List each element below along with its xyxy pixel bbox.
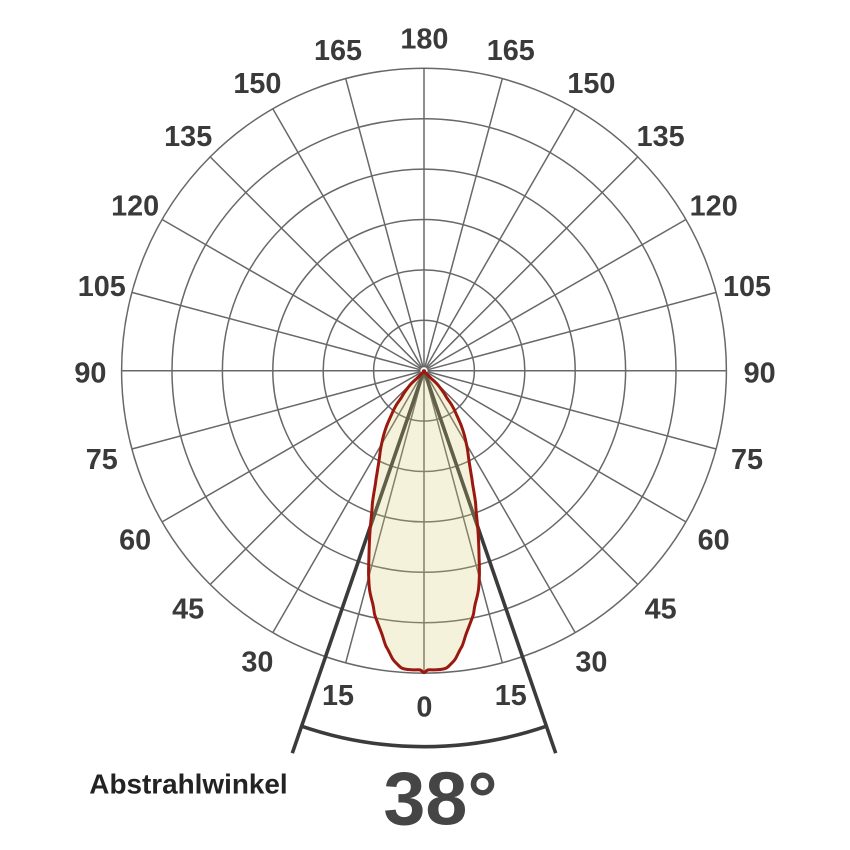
svg-text:15: 15 [322,680,354,712]
svg-text:105: 105 [78,271,126,303]
svg-text:45: 45 [645,594,677,626]
svg-text:120: 120 [111,190,159,222]
svg-text:135: 135 [164,121,212,153]
svg-text:30: 30 [575,647,607,679]
svg-text:60: 60 [698,524,730,556]
svg-text:165: 165 [314,35,362,67]
svg-text:75: 75 [86,444,118,476]
svg-text:165: 165 [487,35,535,67]
svg-text:15: 15 [495,680,527,712]
svg-text:0: 0 [416,691,432,723]
svg-text:135: 135 [637,121,685,153]
svg-text:75: 75 [731,444,763,476]
svg-text:60: 60 [119,524,151,556]
svg-text:150: 150 [233,68,281,100]
svg-text:90: 90 [74,357,106,389]
svg-text:38°: 38° [383,757,497,841]
svg-text:30: 30 [241,647,273,679]
svg-text:Abstrahlwinkel: Abstrahlwinkel [89,768,287,799]
svg-text:120: 120 [690,190,738,222]
svg-text:150: 150 [567,68,615,100]
svg-text:45: 45 [172,594,204,626]
svg-text:180: 180 [400,23,448,55]
svg-text:105: 105 [723,271,771,303]
svg-text:90: 90 [744,357,776,389]
